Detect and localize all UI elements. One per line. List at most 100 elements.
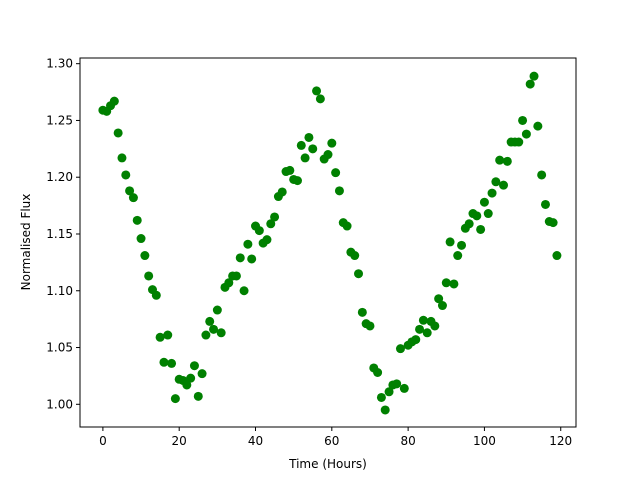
data-point <box>537 170 547 180</box>
data-point <box>121 170 131 180</box>
data-point <box>418 315 428 325</box>
data-point <box>499 180 509 190</box>
data-point <box>155 332 165 342</box>
data-point <box>529 71 539 81</box>
data-point <box>357 307 367 317</box>
data-point <box>399 383 409 393</box>
data-point <box>514 137 524 147</box>
data-point <box>373 368 383 377</box>
data-point <box>312 86 322 96</box>
data-point <box>437 301 447 311</box>
data-point <box>109 96 119 106</box>
data-point <box>430 321 440 331</box>
x-axis-label: Time (Hours) <box>288 457 367 471</box>
x-tick-label: 20 <box>172 434 187 448</box>
data-point <box>201 330 211 340</box>
data-point <box>365 321 375 331</box>
data-point <box>163 330 173 340</box>
data-point <box>182 380 192 390</box>
data-point <box>247 254 257 264</box>
data-point <box>342 221 352 231</box>
y-tick-label: 1.00 <box>46 397 73 411</box>
y-tick-label: 1.05 <box>46 341 73 355</box>
data-point <box>117 153 127 163</box>
data-point <box>266 219 276 229</box>
data-point <box>449 279 459 289</box>
data-point <box>552 251 562 261</box>
data-point <box>533 121 543 131</box>
x-tick-label: 40 <box>248 434 263 448</box>
data-point <box>231 271 241 281</box>
data-point <box>376 392 386 402</box>
data-point <box>415 324 425 334</box>
data-points <box>98 71 562 415</box>
y-axis-ticks: 1.00 1.05 1.10 1.15 1.20 1.25 1.30 <box>46 57 80 411</box>
data-point <box>327 138 337 148</box>
data-point <box>445 237 455 247</box>
data-point <box>308 144 318 154</box>
data-point <box>254 226 264 236</box>
data-point <box>205 316 215 326</box>
data-point <box>262 235 272 245</box>
data-point <box>235 253 245 263</box>
data-point <box>525 79 535 89</box>
data-point <box>540 199 550 209</box>
data-point <box>392 379 402 389</box>
data-point <box>384 387 394 397</box>
data-point <box>216 328 226 338</box>
data-point <box>315 94 325 104</box>
data-point <box>479 197 489 207</box>
data-point <box>483 209 493 219</box>
data-point <box>144 271 154 281</box>
data-point <box>132 215 142 225</box>
data-point <box>285 165 295 175</box>
data-point <box>167 358 177 368</box>
data-point <box>304 132 314 142</box>
data-point <box>502 156 512 166</box>
data-point <box>487 188 497 198</box>
data-point <box>434 294 444 304</box>
data-point <box>518 115 528 125</box>
data-point <box>197 369 207 379</box>
data-point <box>209 324 219 334</box>
data-point <box>136 234 146 244</box>
data-point <box>193 391 203 401</box>
data-point <box>453 251 463 261</box>
data-point <box>380 405 390 415</box>
data-point <box>125 186 135 196</box>
x-tick-label: 100 <box>473 434 496 448</box>
y-axis-label: Normalised Flux <box>19 194 33 291</box>
x-tick-label: 80 <box>400 434 415 448</box>
data-point <box>334 186 344 196</box>
data-point <box>495 155 505 165</box>
data-point <box>151 290 161 300</box>
data-point <box>239 286 249 296</box>
data-point <box>159 357 169 367</box>
data-point <box>411 335 421 345</box>
data-point <box>224 278 234 288</box>
x-tick-label: 120 <box>549 434 572 448</box>
data-point <box>296 140 306 150</box>
data-point <box>472 211 482 221</box>
data-point <box>128 193 138 203</box>
y-tick-label: 1.30 <box>46 57 73 71</box>
data-point <box>186 373 196 383</box>
data-point <box>243 239 253 249</box>
data-point <box>464 219 474 229</box>
data-point <box>354 269 364 279</box>
x-tick-label: 0 <box>99 434 107 448</box>
data-point <box>323 150 333 160</box>
data-point <box>476 224 486 234</box>
data-point <box>277 187 287 197</box>
data-point <box>212 305 222 315</box>
data-point <box>422 328 432 338</box>
data-point <box>548 218 558 228</box>
x-tick-label: 60 <box>324 434 339 448</box>
data-point <box>292 176 302 186</box>
data-point <box>270 212 280 222</box>
y-tick-label: 1.20 <box>46 170 73 184</box>
plot-frame <box>79 57 577 428</box>
y-tick-label: 1.15 <box>46 227 73 241</box>
